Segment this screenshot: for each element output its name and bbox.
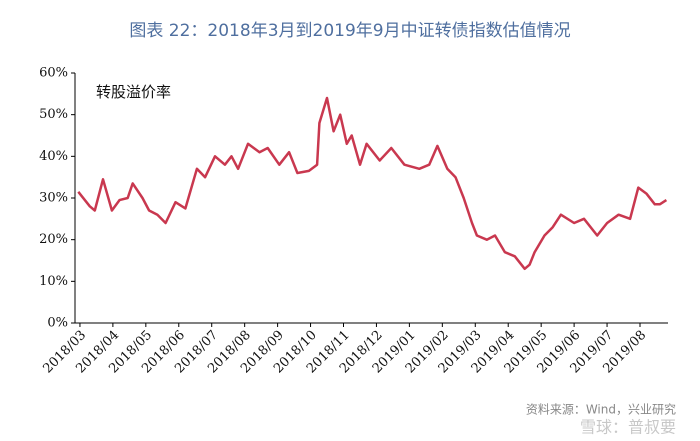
y-tick-label: 50% (39, 107, 68, 122)
y-tick-label: 40% (39, 149, 68, 164)
annotation: 转股溢价率 (96, 83, 171, 101)
y-tick-label: 0% (47, 316, 68, 331)
chart-title: 图表 22：2018年3月到2019年9月中证转债指数估值情况 (129, 21, 570, 41)
source: 资料来源：Wind，兴业研究 (526, 402, 676, 417)
y-tick-label: 20% (39, 232, 68, 247)
y-tick-label: 30% (39, 191, 68, 206)
watermark: 雪球：普叔要 (580, 418, 676, 437)
y-tick-label: 60% (39, 66, 68, 81)
y-tick-label: 10% (39, 274, 68, 289)
line (77, 96, 668, 271)
